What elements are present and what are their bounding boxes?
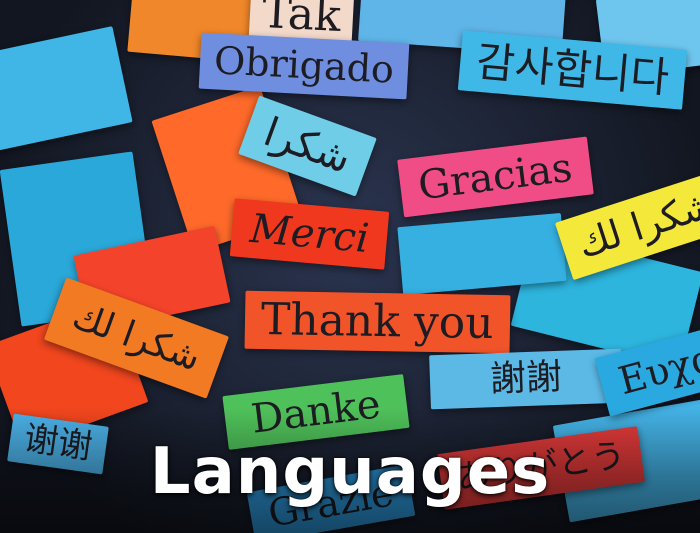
caption-title: Languages: [149, 435, 551, 509]
word-merci: Merci: [229, 198, 390, 270]
caption-overlay: [0, 408, 700, 533]
paper-bg: [0, 26, 133, 152]
word-thank-you: Thank you: [244, 290, 511, 354]
word-obrigado: Obrigado: [198, 32, 410, 100]
word-gracias: Gracias: [397, 136, 594, 218]
word-chinese-traditional: 謝謝: [429, 348, 623, 410]
paper-bg: [397, 212, 567, 296]
